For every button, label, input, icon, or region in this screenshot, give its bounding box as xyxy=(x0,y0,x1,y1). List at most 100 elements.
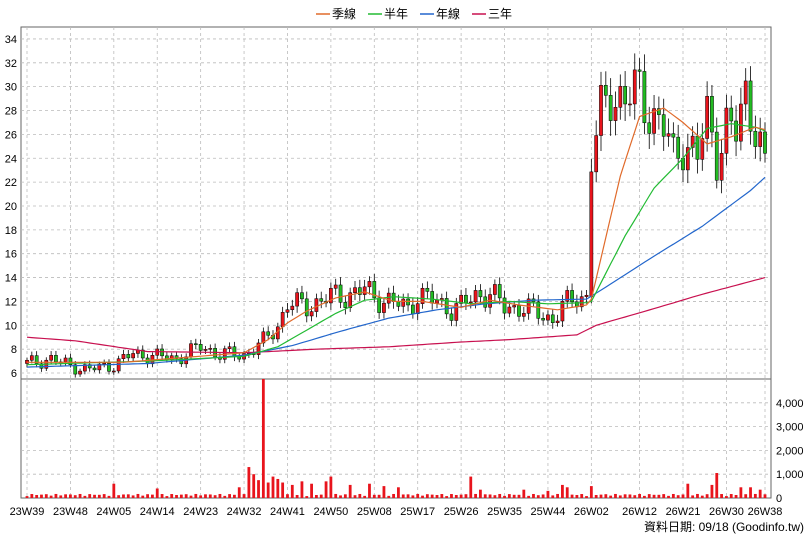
volume-bar xyxy=(498,493,502,498)
candle-body xyxy=(512,305,517,308)
candle-body xyxy=(647,122,652,134)
volume-bar xyxy=(763,494,767,498)
volume-tick-label: 0 xyxy=(776,493,782,505)
x-tick-label: 24W23 xyxy=(183,506,218,518)
volume-bar xyxy=(252,474,256,498)
volume-bar xyxy=(319,494,323,498)
x-tick-label: 25W26 xyxy=(444,506,479,518)
candle-body xyxy=(362,286,367,295)
volume-bar xyxy=(401,494,405,498)
candle-body xyxy=(502,297,507,314)
volume-bar xyxy=(450,494,453,498)
volume-bar xyxy=(507,494,511,498)
volume-bar xyxy=(266,482,270,498)
volume-bar xyxy=(310,483,313,498)
volume-bar xyxy=(652,494,656,498)
volume-bar xyxy=(353,495,357,498)
volume-bar xyxy=(454,494,458,498)
volume-bar xyxy=(218,493,222,498)
x-tick-label: 26W12 xyxy=(622,506,657,518)
volume-bar xyxy=(686,483,690,498)
volume-bar xyxy=(271,476,275,498)
volume-bar xyxy=(710,484,714,498)
price-tick-label: 22 xyxy=(5,177,17,189)
candle-body xyxy=(203,349,208,351)
candle-body xyxy=(613,107,618,121)
volume-bar xyxy=(184,494,188,498)
volume-bar xyxy=(97,494,101,498)
candle-body xyxy=(160,348,164,357)
volume-bar xyxy=(580,494,584,498)
volume-bar xyxy=(589,486,593,498)
volume-bar xyxy=(464,494,468,498)
candle-body xyxy=(628,103,632,106)
volume-bar xyxy=(633,495,637,498)
volume-bar xyxy=(54,493,58,498)
candle-body xyxy=(198,344,203,351)
candle-body xyxy=(131,353,135,359)
volume-bar xyxy=(609,495,613,498)
volume-bar xyxy=(228,494,231,498)
candle-body xyxy=(256,342,261,355)
volume-bar xyxy=(223,495,227,498)
candle-body xyxy=(54,355,58,363)
ma-year-line xyxy=(26,176,766,368)
candle-body xyxy=(34,355,39,364)
candle-body xyxy=(541,318,545,321)
volume-bar xyxy=(126,494,130,498)
volume-bar xyxy=(406,494,410,498)
volume-bar xyxy=(739,487,743,498)
volume-bar xyxy=(334,493,338,498)
volume-bar xyxy=(261,379,265,498)
volume-bar xyxy=(257,480,260,498)
volume-bar xyxy=(300,481,304,498)
x-tick-label: 25W44 xyxy=(531,506,566,518)
candle-body xyxy=(700,138,705,160)
x-tick-label: 26W21 xyxy=(666,506,701,518)
candle-body xyxy=(739,103,743,142)
volume-bar xyxy=(237,487,241,498)
volume-bar xyxy=(141,495,145,498)
price-axis-labels: 6 8 10 12 14 16 18 20 22 24 26 28 30 32 34 xyxy=(5,34,17,380)
candle-body xyxy=(425,287,430,292)
candle-body xyxy=(618,86,623,108)
volume-bar xyxy=(102,494,106,498)
volume-bar xyxy=(324,481,328,498)
volume-bar xyxy=(233,494,236,498)
volume-bar xyxy=(151,494,154,498)
volume-bar xyxy=(749,487,752,498)
candle-body xyxy=(126,354,131,359)
candle-body xyxy=(671,133,676,138)
candle-body xyxy=(309,311,314,317)
candle-body xyxy=(169,355,174,361)
candle-body xyxy=(63,357,68,363)
volume-bar xyxy=(194,493,198,498)
volume-bar xyxy=(358,493,362,498)
candle-body xyxy=(92,367,97,371)
volume-bar xyxy=(700,495,704,498)
volume-bar xyxy=(88,494,92,498)
volume-bar xyxy=(397,487,400,498)
candle-body xyxy=(473,290,478,303)
candle-body xyxy=(468,301,473,304)
x-tick-label: 25W35 xyxy=(487,506,522,518)
volume-bar xyxy=(204,494,207,498)
candle-body xyxy=(714,131,719,181)
candle-body xyxy=(661,114,666,137)
data-source-label: 資料日期: 09/18 (Goodinfo.tw) xyxy=(644,520,804,534)
candle-body xyxy=(521,313,526,317)
price-tick-label: 6 xyxy=(11,368,17,380)
volume-bar xyxy=(435,494,439,498)
price-tick-label: 10 xyxy=(5,320,17,332)
volume-bar xyxy=(715,473,719,498)
volume-bar xyxy=(575,494,579,498)
x-tick-label: 23W39 xyxy=(10,506,45,518)
candle-body xyxy=(29,355,34,361)
legend-label-1: 季線 xyxy=(332,6,356,21)
x-tick-label: 24W32 xyxy=(227,506,262,518)
volume-bar xyxy=(705,494,709,498)
ma-quarter-line xyxy=(27,107,766,363)
volume-bar xyxy=(647,494,651,498)
volume-bar xyxy=(179,494,183,498)
volume-bar xyxy=(758,489,762,498)
